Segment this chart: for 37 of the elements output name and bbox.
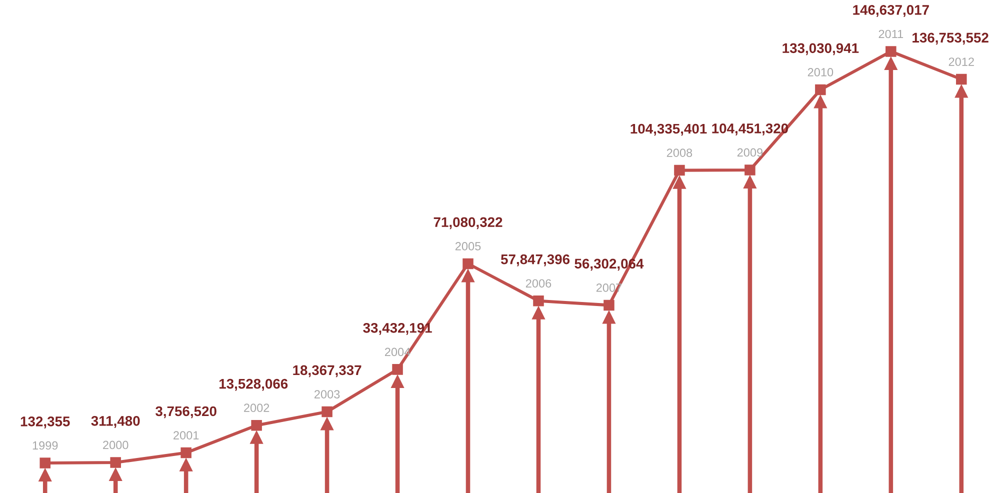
point — [815, 84, 826, 96]
x-tick-label: 2009 — [737, 148, 763, 157]
point — [744, 164, 756, 176]
point — [604, 300, 614, 311]
data-label: 146,637,017 — [853, 5, 929, 17]
x-tick-label: 2002 — [244, 404, 270, 412]
x-tick-label: 2008 — [666, 148, 692, 157]
point — [886, 46, 896, 57]
data-label: 71,080,322 — [434, 217, 502, 230]
point — [110, 457, 121, 468]
point — [40, 458, 50, 468]
data-label: 18,367,337 — [293, 365, 362, 378]
data-label: 13,528,066 — [219, 378, 288, 391]
point — [251, 420, 262, 431]
x-tick-label: 2011 — [878, 30, 904, 38]
data-label: 104,335,401 — [630, 124, 707, 136]
point — [180, 447, 192, 458]
data-label: 3,756,520 — [156, 406, 216, 418]
point — [956, 74, 967, 85]
x-tick-label: 2005 — [455, 242, 481, 250]
x-tick-label: 2012 — [948, 58, 974, 66]
data-label: 136,753,552 — [912, 32, 988, 45]
x-tick-label: 2000 — [103, 440, 128, 450]
data-label: 132,355 — [20, 416, 70, 428]
point — [674, 164, 685, 176]
x-tick-label: 2003 — [314, 390, 340, 398]
point — [392, 364, 403, 375]
point — [322, 406, 332, 418]
point — [462, 258, 474, 270]
x-tick-label: 2010 — [808, 68, 834, 76]
data-label: 311,480 — [91, 416, 140, 428]
point — [533, 295, 544, 306]
data-label: 57,847,396 — [500, 254, 570, 266]
x-tick-label: 1999 — [32, 441, 58, 450]
x-tick-label: 2006 — [526, 279, 552, 288]
data-label: 133,030,941 — [782, 43, 859, 56]
x-tick-label: 2001 — [174, 431, 199, 440]
